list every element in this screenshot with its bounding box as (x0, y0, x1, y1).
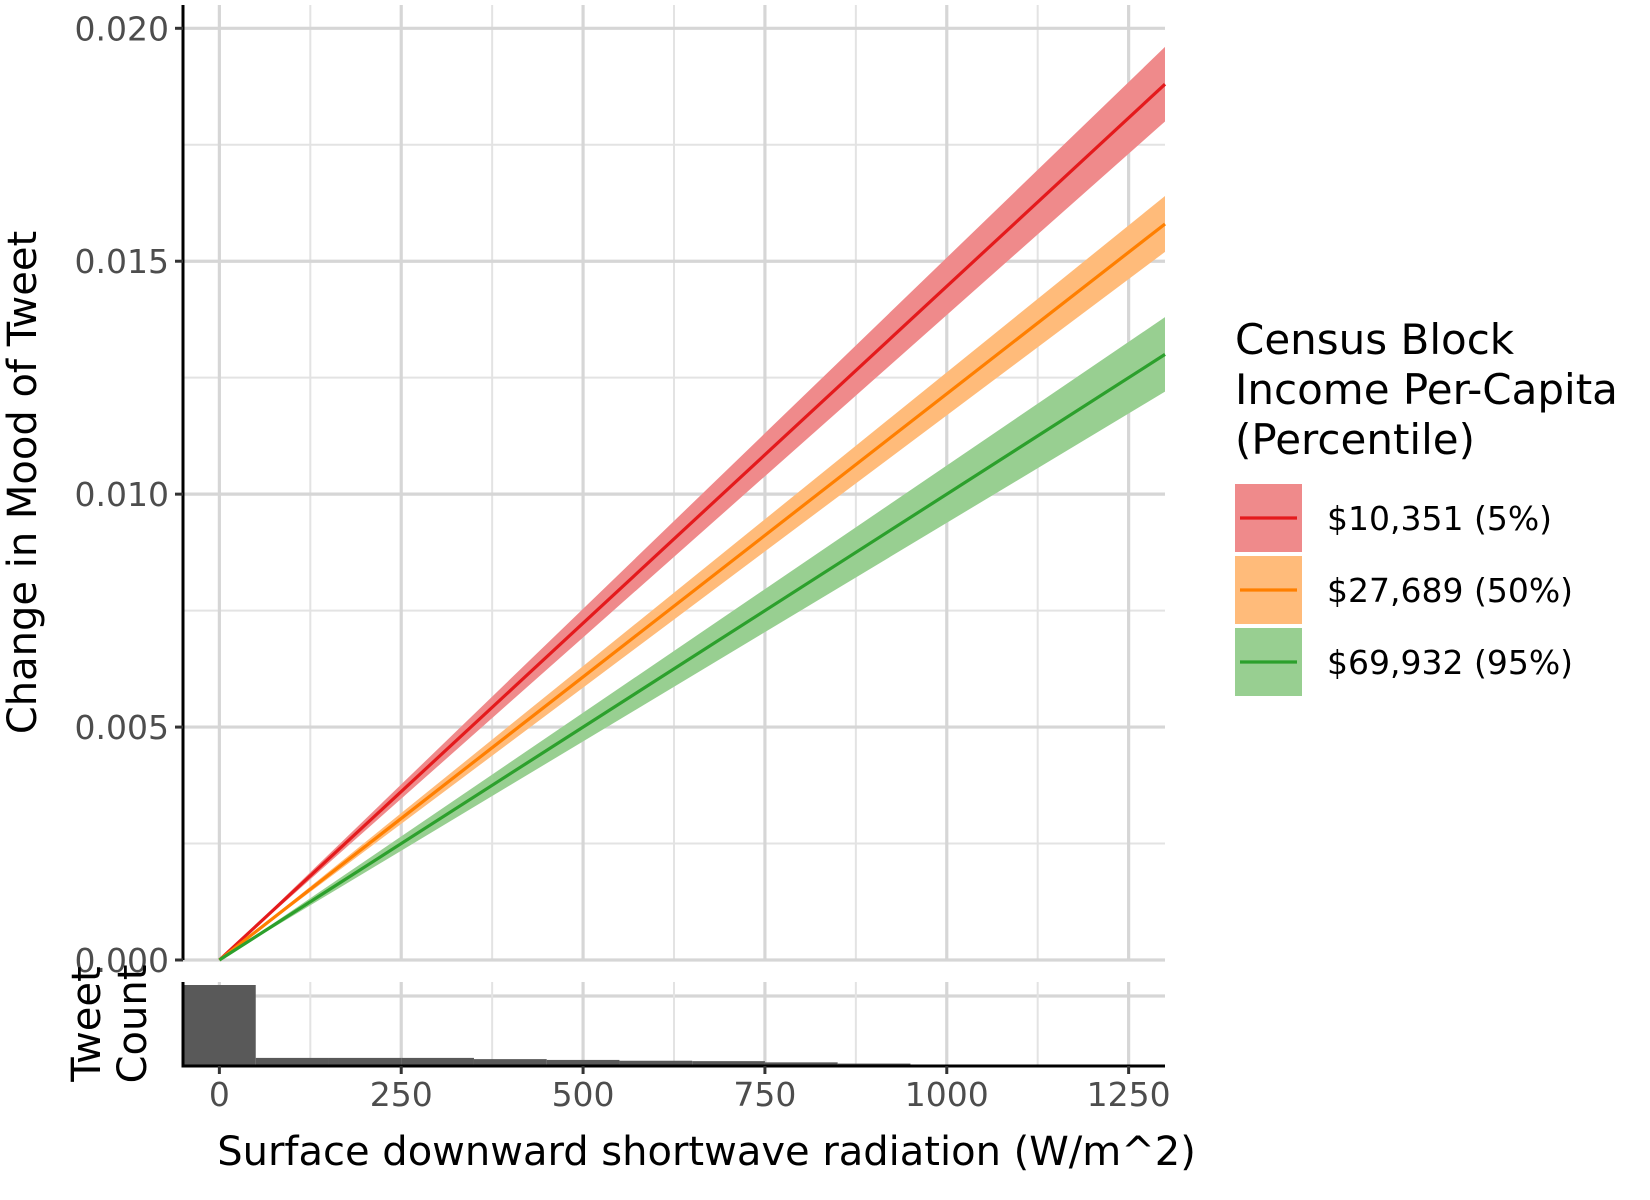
ribbon-series-1 (219, 46, 1166, 961)
y-tick-label: 0.020 (75, 9, 169, 48)
ribbon-series-3 (219, 317, 1166, 960)
x-tick-label: 1000 (905, 1075, 989, 1114)
histogram-y-title-line-1: Tweet (64, 966, 110, 1082)
y-tick-label: 0.010 (75, 475, 169, 514)
y-tick-label: 0.000 (75, 941, 169, 980)
x-tick-label: 0 (209, 1075, 230, 1114)
legend-title-line-2: Income Per-Capita (1235, 365, 1618, 414)
histogram-bar (764, 1062, 838, 1066)
series-lines (218, 83, 1167, 962)
histogram-y-title-line-2: Count (110, 965, 156, 1084)
axes (181, 5, 1165, 1068)
line-series-3 (218, 353, 1166, 962)
x-tick-label: 500 (552, 1075, 615, 1114)
legend: Census Block Income Per-Capita (Percenti… (1235, 315, 1618, 696)
legend-keys: $10,351 (5%) $27,689 (50%) $69,932 (95%) (1235, 484, 1573, 696)
histogram-bar (619, 1060, 693, 1066)
legend-title-line-3: (Percentile) (1235, 415, 1475, 464)
legend-label-3: $69,932 (95%) (1327, 643, 1573, 682)
legend-title-line-1: Census Block (1235, 315, 1515, 364)
x-tick-label: 1250 (1087, 1075, 1171, 1114)
histogram-bar (546, 1059, 620, 1066)
x-tick-label: 750 (733, 1075, 796, 1114)
y-tick-labels: 0.000 0.005 0.010 0.015 0.020 (75, 9, 183, 980)
histogram-bar (401, 1057, 474, 1066)
x-axis-title: Surface downward shortwave radiation (W/… (217, 1129, 1196, 1175)
y-tick-label: 0.005 (75, 708, 169, 747)
histogram-bar (183, 985, 256, 1066)
legend-label-1: $10,351 (5%) (1327, 499, 1552, 538)
histogram-bar (692, 1061, 765, 1066)
y-tick-label: 0.015 (75, 242, 169, 281)
main-panel-grid (183, 5, 1165, 962)
confidence-ribbons (219, 46, 1166, 961)
ribbon-series-2 (219, 196, 1166, 960)
histogram-bar (255, 1057, 329, 1066)
y-axis-title: Change in Mood of Tweet (0, 231, 46, 734)
histogram-panel-grid (183, 982, 1165, 1066)
x-tick-labels: 0 250 500 750 1000 1250 (209, 1066, 1171, 1114)
histogram-bar (328, 1057, 402, 1066)
legend-label-2: $27,689 (50%) (1327, 571, 1573, 610)
histogram-bar (473, 1059, 547, 1066)
x-tick-label: 250 (370, 1075, 433, 1114)
line-series-2 (218, 222, 1166, 962)
line-series-1 (218, 83, 1167, 962)
